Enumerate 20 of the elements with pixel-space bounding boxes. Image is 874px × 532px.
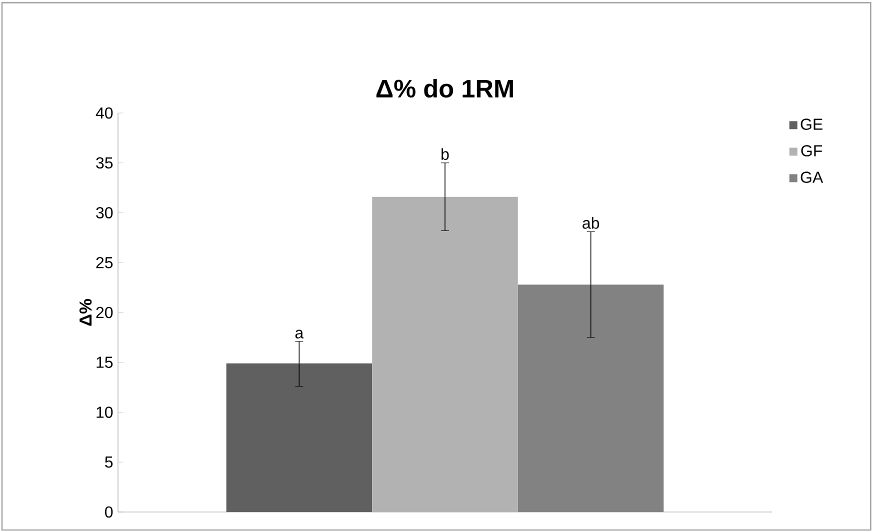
y-tick-label: 40 — [96, 107, 113, 119]
y-tick-label: 5 — [105, 456, 113, 468]
y-tick-label: 10 — [96, 406, 113, 418]
y-tick-label: 35 — [96, 157, 113, 169]
annotation: a — [295, 330, 304, 338]
bar — [226, 363, 372, 512]
chart-title: Δ% do 1RM — [376, 79, 513, 98]
bar — [518, 284, 664, 512]
y-tick-label: 20 — [96, 306, 113, 318]
annotation: b — [442, 148, 449, 160]
y-tick-label: 30 — [96, 207, 113, 218]
legend-label: GE — [800, 118, 822, 130]
bar — [372, 196, 518, 512]
y-tick-label: 15 — [96, 356, 113, 368]
y-tick-label: 0 — [105, 506, 113, 518]
legend-label: GF — [801, 145, 822, 156]
y-axis-title: Δ% — [79, 299, 92, 326]
y-tick-label: 25 — [96, 256, 113, 268]
annotation: ab — [582, 217, 600, 229]
legend-label: GA — [800, 172, 824, 183]
